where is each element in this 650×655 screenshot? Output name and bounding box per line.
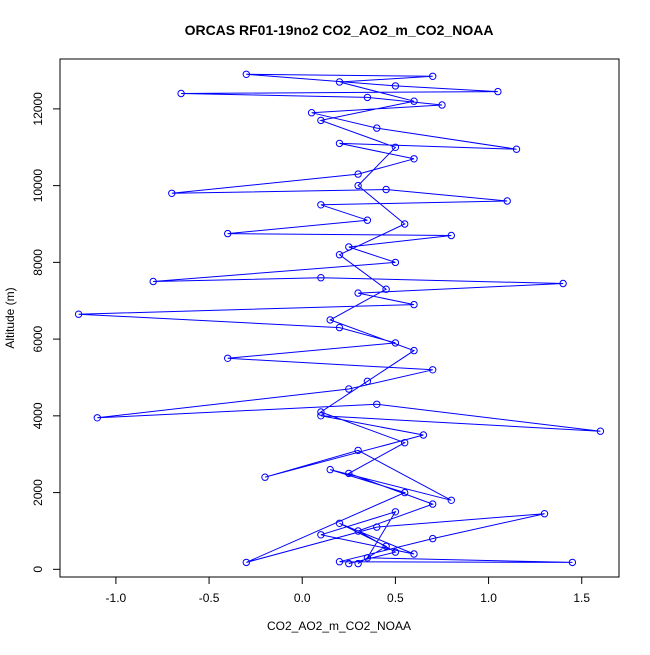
data-point <box>410 550 418 558</box>
data-point <box>447 231 455 240</box>
data-point <box>335 251 344 259</box>
data-point <box>447 496 455 504</box>
data-point <box>391 508 400 516</box>
data-point <box>345 469 353 478</box>
data-point <box>429 72 437 81</box>
data-point <box>317 116 325 125</box>
data-point <box>391 258 400 267</box>
data-point <box>335 78 344 86</box>
y-axis-label: Altitude (m) <box>3 287 17 348</box>
data-point <box>503 197 511 205</box>
data-point <box>373 124 381 132</box>
data-point <box>568 558 577 567</box>
y-axis: 0 2000 4000 6000 8000 10000 12000 <box>31 92 61 573</box>
y-tick-label: 10000 <box>31 169 45 203</box>
data-point <box>74 310 83 318</box>
data-point <box>419 431 428 439</box>
data-point <box>382 185 390 194</box>
x-tick-label: 1.0 <box>480 591 497 605</box>
x-axis: -1.0 -0.5 0.0 0.5 1.0 1.5 <box>106 576 590 605</box>
data-point <box>391 548 400 556</box>
data-point <box>224 354 232 362</box>
data-point <box>391 339 400 347</box>
y-tick-label: 0 <box>31 566 45 573</box>
y-tick-label: 12000 <box>31 92 45 126</box>
data-point <box>317 408 325 416</box>
data-point <box>335 323 344 332</box>
data-point <box>363 93 372 102</box>
data-point <box>317 531 325 539</box>
data-point <box>177 89 185 98</box>
data-point <box>429 534 437 543</box>
data-point <box>540 510 549 518</box>
data-point <box>410 300 418 309</box>
data-point <box>438 101 446 109</box>
x-tick-label: -1.0 <box>106 591 127 605</box>
data-point <box>401 488 409 497</box>
x-axis-label: CO2_AO2_m_CO2_NOAA <box>267 619 411 633</box>
data-point <box>373 400 381 408</box>
data-point <box>335 558 344 566</box>
x-tick-label: 1.5 <box>573 591 590 605</box>
x-tick-label: 0.5 <box>387 591 404 605</box>
series-layer <box>74 70 605 568</box>
data-point <box>354 527 362 535</box>
data-point <box>596 427 605 435</box>
data-point <box>242 70 251 79</box>
data-point <box>317 201 325 209</box>
data-point <box>345 559 353 568</box>
data-point <box>401 220 409 228</box>
data-point <box>363 216 372 224</box>
data-point <box>363 554 372 562</box>
data-point <box>335 139 344 148</box>
data-point <box>391 143 400 152</box>
data-point <box>354 446 362 455</box>
chart-title: ORCAS RF01-19no2 CO2_AO2_m_CO2_NOAA <box>185 22 494 38</box>
data-point <box>429 366 437 374</box>
data-point <box>429 500 437 508</box>
y-tick-label: 4000 <box>31 402 45 429</box>
data-point <box>401 439 409 447</box>
data-point <box>224 229 232 238</box>
data-point <box>354 181 362 190</box>
data-point <box>261 473 269 481</box>
data-point <box>326 465 334 474</box>
data-point <box>410 97 418 105</box>
data-point <box>93 414 102 422</box>
data-point <box>512 145 521 153</box>
data-point <box>354 559 362 568</box>
data-point <box>317 274 325 282</box>
data-point <box>168 189 176 198</box>
data-point <box>410 155 418 163</box>
data-point <box>354 170 362 178</box>
data-point <box>242 558 251 567</box>
data-point <box>382 285 390 293</box>
data-point <box>559 279 567 288</box>
y-tick-label: 6000 <box>31 325 45 352</box>
data-point <box>391 82 400 90</box>
data-point <box>149 277 157 286</box>
data-point <box>494 87 502 96</box>
data-point <box>354 289 362 297</box>
data-point <box>345 243 353 251</box>
x-tick-label: -0.5 <box>199 591 220 605</box>
data-point <box>410 346 418 355</box>
data-point <box>345 385 353 393</box>
data-point <box>363 377 372 385</box>
x-tick-label: 0.0 <box>294 591 311 605</box>
y-tick-label: 8000 <box>31 249 45 276</box>
data-point <box>335 519 344 527</box>
data-point <box>307 109 316 117</box>
data-point <box>317 412 325 420</box>
data-point <box>326 316 334 324</box>
series-line <box>78 73 601 565</box>
y-tick-label: 2000 <box>31 479 45 506</box>
data-point <box>382 542 390 550</box>
data-point <box>373 523 381 531</box>
